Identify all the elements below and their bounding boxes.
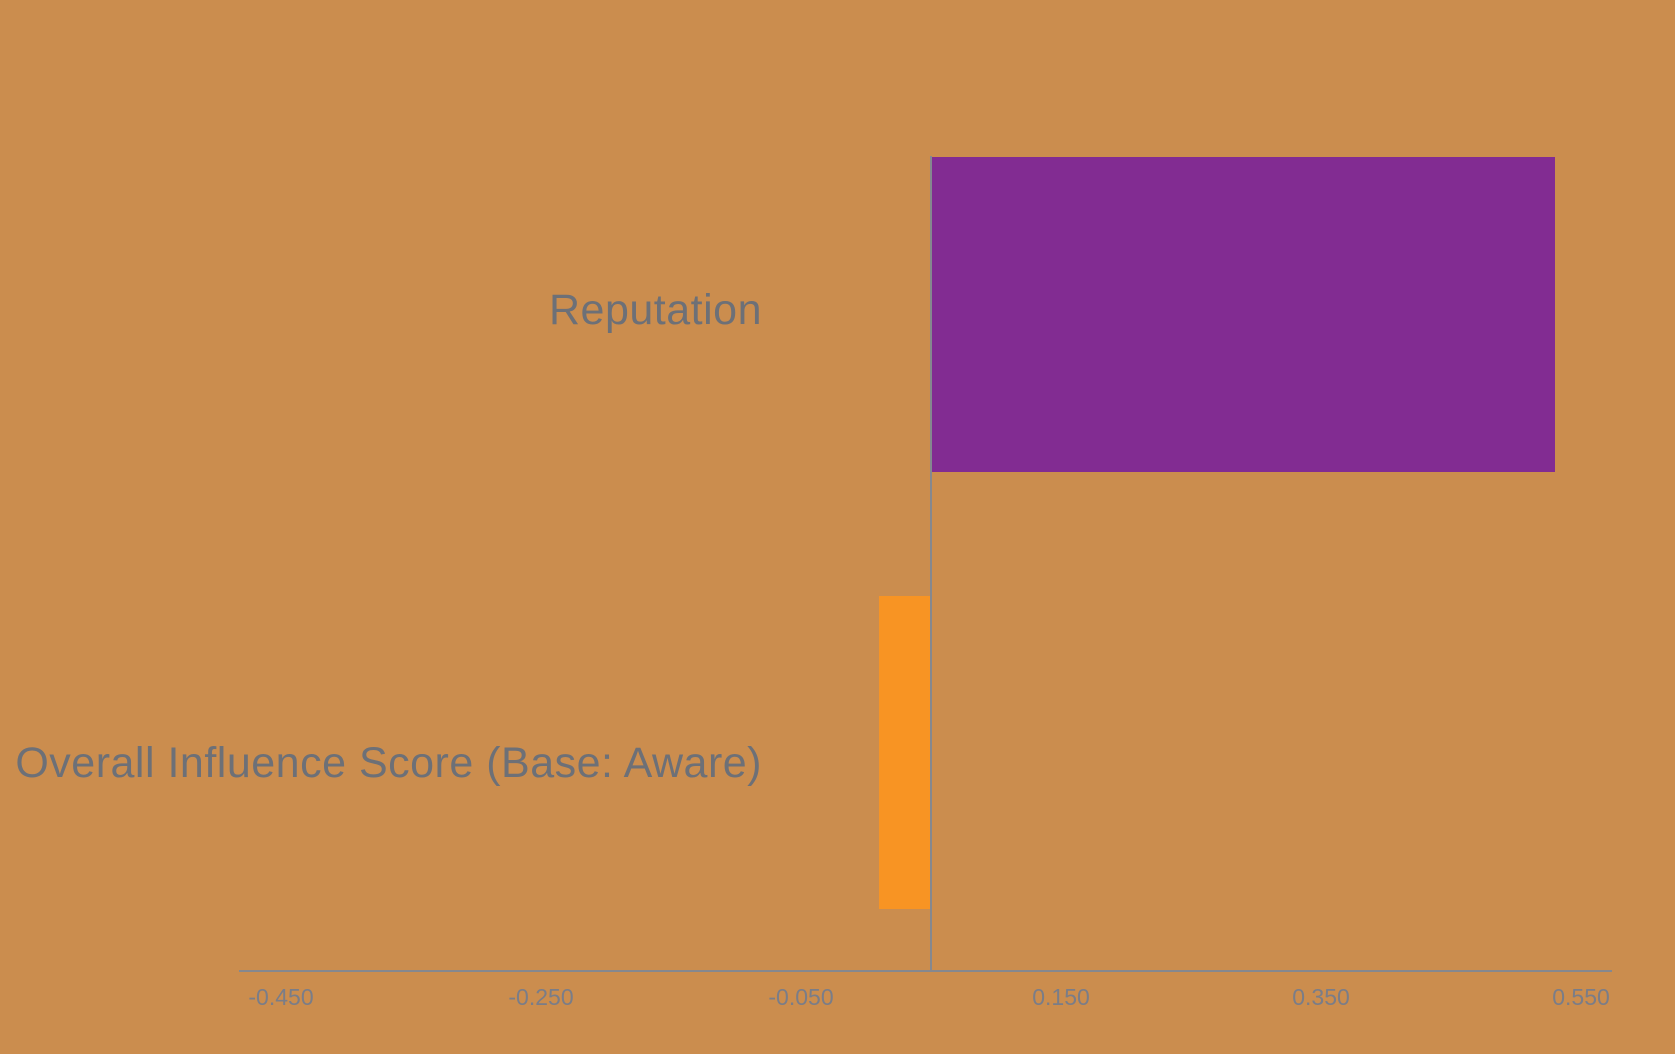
- category-label-reputation: Reputation: [549, 286, 762, 334]
- x-tick-label: -0.050: [768, 984, 834, 1010]
- bar-overall-influence-score: [879, 596, 931, 909]
- x-tick-label: 0.150: [1032, 984, 1090, 1010]
- bar-reputation: [931, 157, 1555, 472]
- x-tick-label: 0.550: [1552, 984, 1610, 1010]
- x-axis-line: [239, 970, 1612, 972]
- x-tick-label: -0.450: [248, 984, 314, 1010]
- baseline-line: [930, 156, 932, 972]
- category-label-overall-influence-score: Overall Influence Score (Base: Aware): [15, 739, 762, 787]
- x-tick-label: 0.350: [1292, 984, 1350, 1010]
- x-tick-label: -0.250: [508, 984, 574, 1010]
